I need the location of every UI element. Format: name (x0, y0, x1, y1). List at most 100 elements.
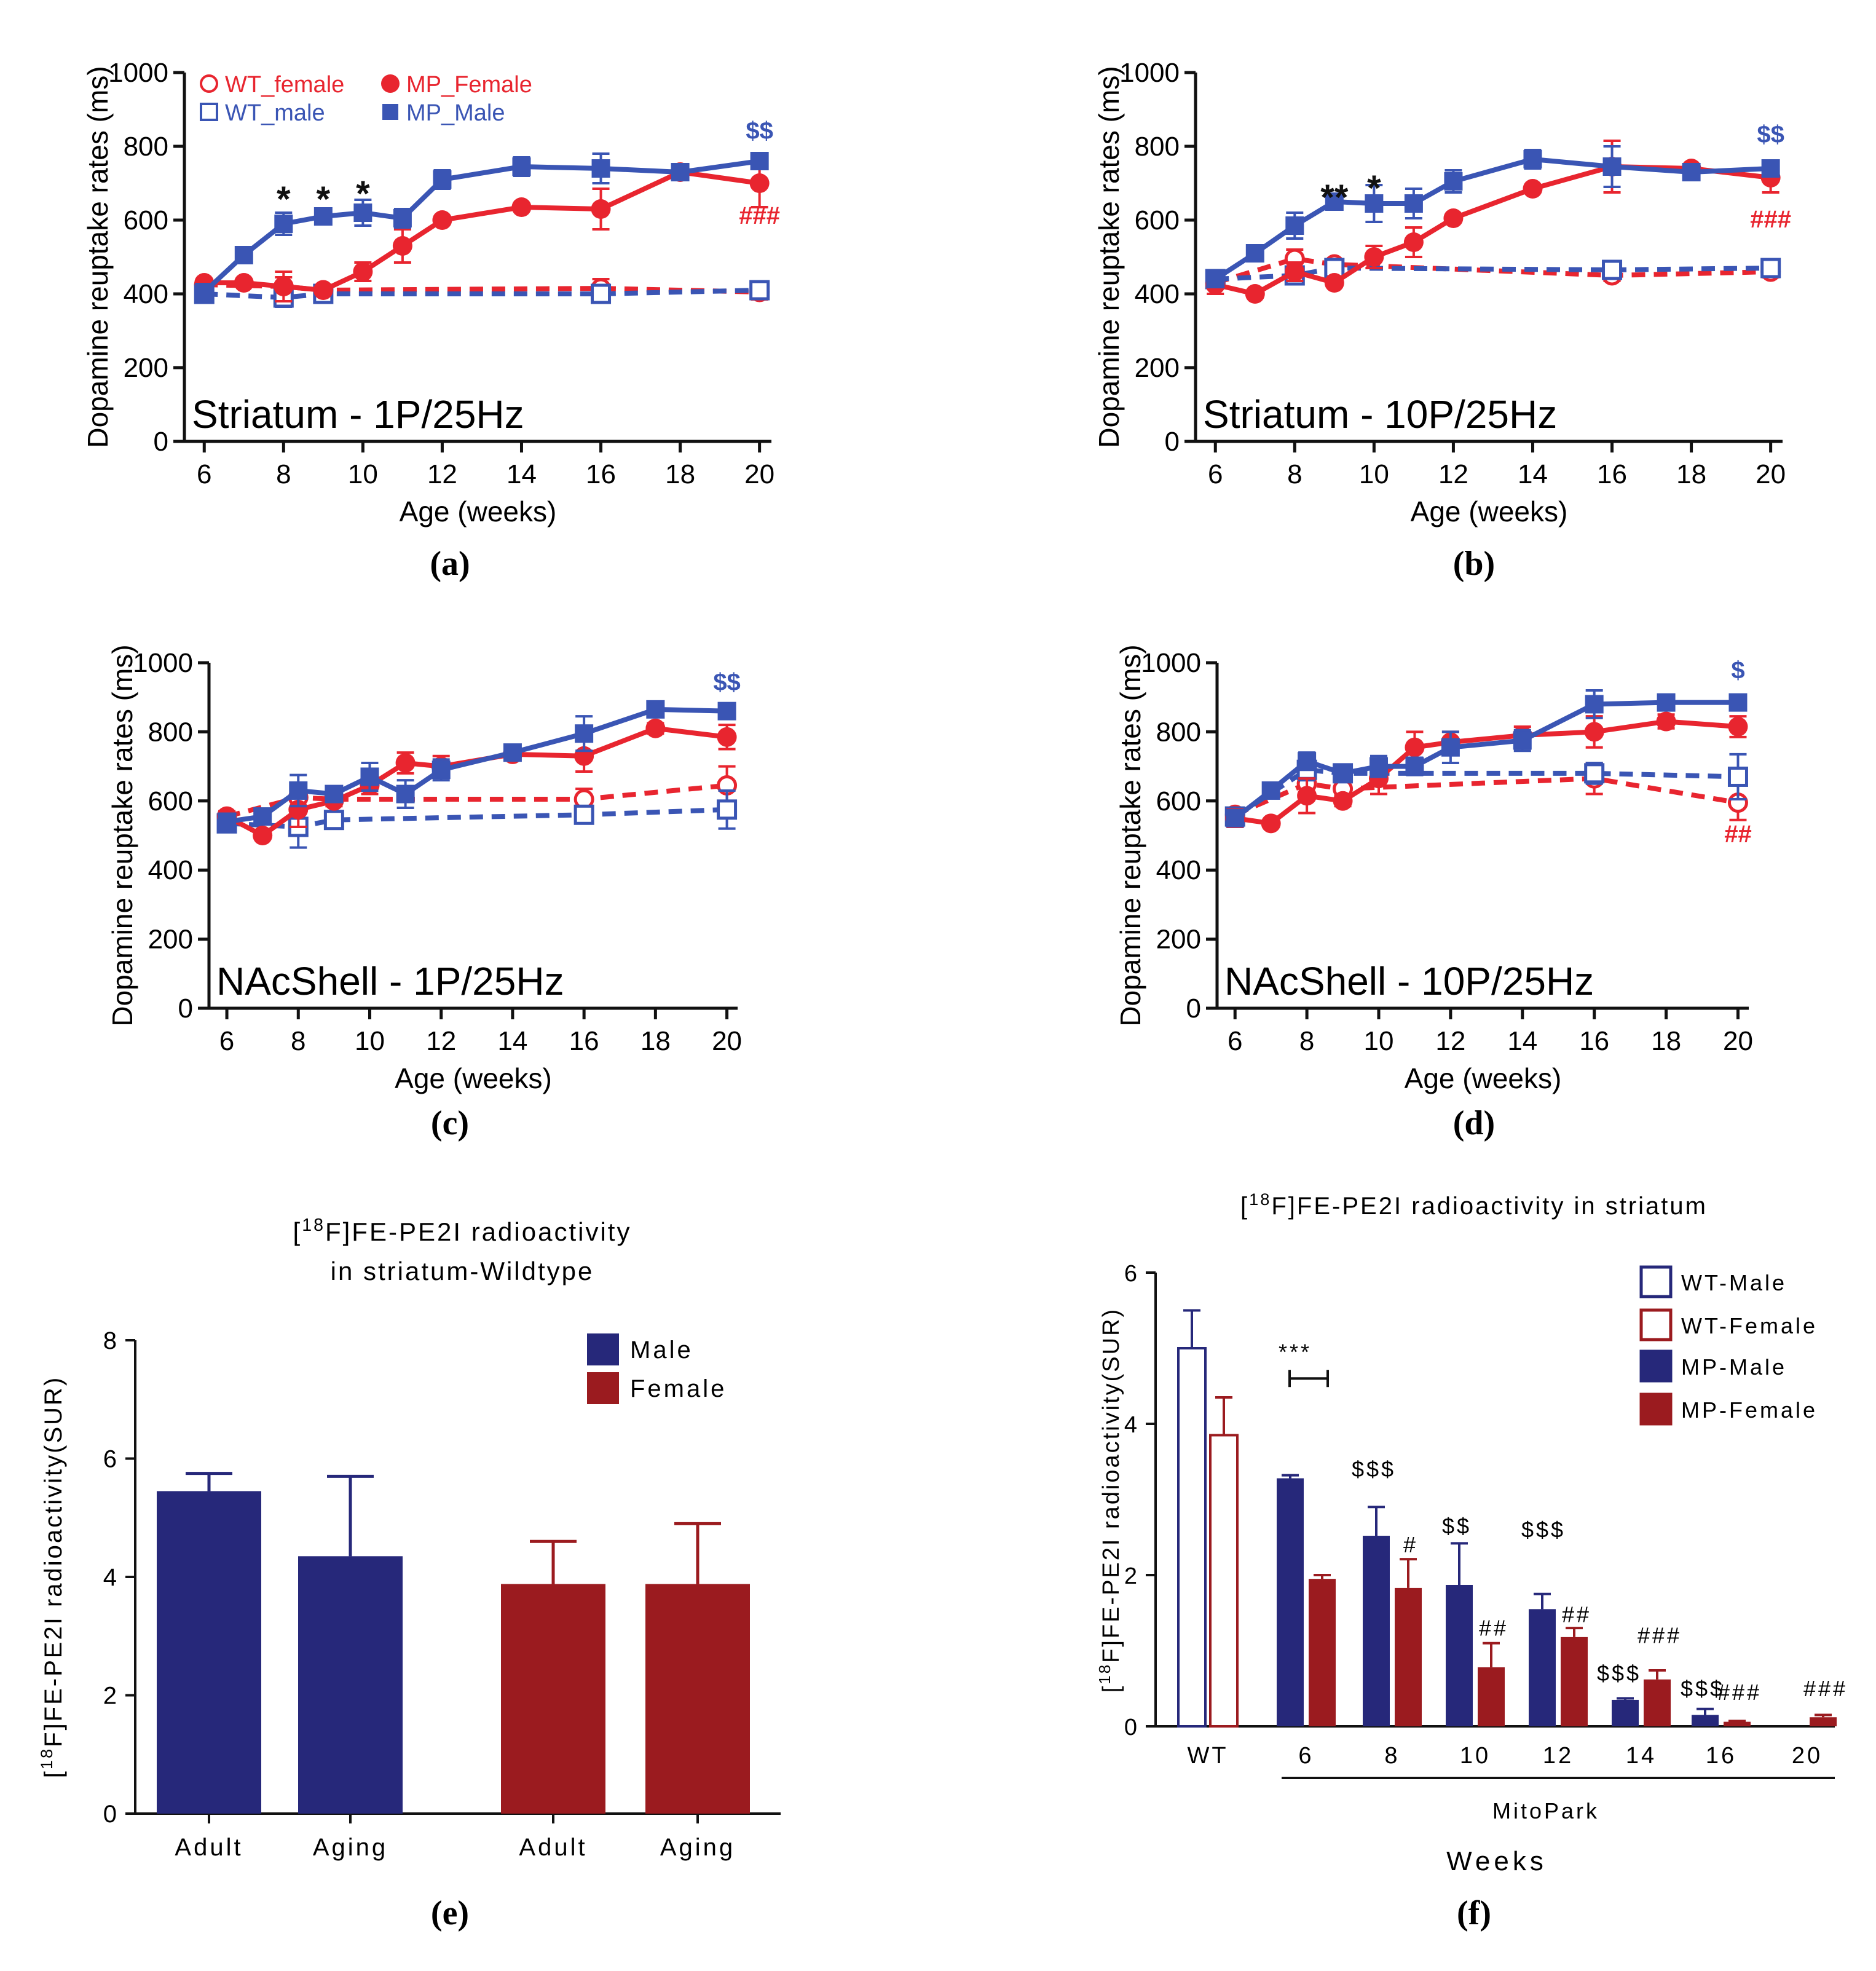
line-chart-b: 0 200 400 600 800 1000 6 8 10 12 14 16 18 20 Age (week… (1093, 58, 1791, 583)
legend-label: MP_Male (406, 100, 505, 126)
x-axis-label: Age (weeks) (1405, 1062, 1562, 1094)
line-chart-c: 0 200 400 600 800 1000 6 8 10 12 14 16 18 20 Age (week… (106, 644, 742, 1142)
data-point (218, 812, 237, 831)
y-tick-label: 200 (124, 353, 168, 383)
x-tick-label: 6 (197, 459, 211, 489)
data-point (1657, 693, 1676, 712)
x-axis-label: Age (weeks) (395, 1062, 552, 1094)
significance-mark: ## (1724, 821, 1752, 848)
x-tick-label: 14 (1518, 459, 1548, 489)
series-mp_male (1206, 145, 1780, 288)
bar-female (645, 1584, 750, 1814)
legend-marker (381, 74, 400, 93)
bar-mp-female (1395, 1587, 1422, 1726)
data-point (749, 173, 770, 193)
y-axis-label: [18F]FE-PE2I radioactivity(SUR) (37, 1376, 68, 1778)
data-point (432, 210, 452, 230)
x-tick-label: 16 (586, 459, 616, 489)
data-point (289, 781, 308, 800)
data-point (274, 215, 293, 233)
data-point (253, 807, 272, 826)
legend-label: MP_Female (406, 72, 532, 98)
data-point (573, 804, 594, 825)
data-point (1760, 258, 1781, 278)
y-tick-label: 800 (124, 132, 168, 162)
data-point (1261, 781, 1280, 800)
x-tick-label: 20 (1723, 1026, 1753, 1056)
x-tick-label: 14 (497, 1026, 527, 1056)
data-point (1585, 695, 1604, 714)
bar-female (501, 1584, 605, 1814)
data-point (1727, 766, 1748, 787)
legend-label: MP-Male (1681, 1354, 1787, 1380)
data-point (1206, 270, 1225, 288)
data-point (393, 209, 412, 227)
x-tick-label: 14 (506, 459, 537, 489)
region-annotation: Striatum - 1P/25Hz (192, 392, 524, 436)
y-tick-label: 0 (1124, 1715, 1137, 1740)
x-tick-label: 8 (1287, 459, 1302, 489)
data-point (432, 760, 451, 780)
line-chart-a: 0 200 400 600 800 1000 6 8 10 12 14 16 18 20 Age (week… (82, 58, 780, 583)
panel-caption-a: (a) (430, 545, 470, 583)
x-tick-label: 12 (426, 1026, 456, 1056)
data-point (1245, 284, 1265, 304)
data-point (1682, 163, 1701, 181)
y-axis-label: [18F]FE-PE2I radioactivity(SUR) (1097, 1308, 1124, 1693)
x-tick-label: 20 (744, 459, 774, 489)
legend-swatch (1639, 1308, 1673, 1341)
panel-caption-e: (e) (431, 1894, 469, 1932)
data-point (1523, 179, 1543, 199)
group-label: MitoPark (1492, 1798, 1599, 1823)
significance-mark: $$ (713, 669, 741, 696)
x-tick-label: 18 (665, 459, 695, 489)
legend-swatch (587, 1372, 619, 1404)
legend: WT-Male WT-Female MP-Male MP-Female (1639, 1265, 1815, 1426)
significance-mark: ## (1479, 1615, 1508, 1640)
data-point (353, 203, 372, 222)
y-tick-label: 400 (1156, 855, 1201, 885)
y-tick-label: 200 (148, 925, 193, 955)
x-tick-label: 20 (1792, 1743, 1823, 1769)
bar-mp-female (1644, 1679, 1671, 1726)
y-axis-label: Dopamine reuptake rates (ms) (82, 66, 114, 448)
series-mp_male (218, 700, 736, 831)
y-tick-label: 600 (148, 786, 193, 816)
y-tick-label: 600 (124, 205, 168, 235)
x-tick-label: 16 (569, 1026, 599, 1056)
data-point (396, 784, 415, 804)
bar-chart-e: [18F]FE-PE2I radioactivity in striatum-Wi… (37, 1215, 781, 1932)
y-tick-label: 800 (1156, 717, 1201, 747)
x-tick-label: 20 (1756, 459, 1786, 489)
y-tick-label: 2 (103, 1683, 117, 1710)
y-tick-label: 800 (148, 717, 193, 747)
legend: Male Female (587, 1333, 724, 1404)
x-tick-label: 16 (1706, 1743, 1736, 1769)
panel-caption-b: (b) (1453, 545, 1495, 583)
data-point (1365, 194, 1384, 213)
x-tick-label: 6 (1208, 459, 1223, 489)
data-point (325, 784, 344, 804)
bar-mp-female (1810, 1717, 1837, 1726)
bar-wt-male (1177, 1347, 1207, 1728)
y-tick-label: 4 (1124, 1412, 1137, 1438)
y-tick-label: 0 (103, 1801, 117, 1828)
region-annotation: NAcShell - 1P/25Hz (216, 959, 564, 1003)
data-point (591, 199, 611, 219)
significance-mark: $$ (746, 117, 773, 144)
significance-mark: * (356, 174, 370, 214)
y-tick-label: 600 (1135, 205, 1180, 235)
significance-mark: ### (1803, 1676, 1848, 1701)
y-tick-label: 800 (1135, 132, 1180, 162)
x-tick-label: 8 (276, 459, 291, 489)
data-point (1325, 192, 1344, 211)
data-point (288, 799, 309, 820)
significance-mark: $$$ (1521, 1517, 1566, 1542)
data-point (395, 752, 416, 773)
data-point (646, 700, 665, 719)
y-tick-label: 0 (1186, 993, 1201, 1024)
data-point (1656, 711, 1676, 732)
x-tick-label: Aging (313, 1834, 388, 1861)
data-point (433, 170, 452, 189)
data-point (1405, 737, 1425, 757)
